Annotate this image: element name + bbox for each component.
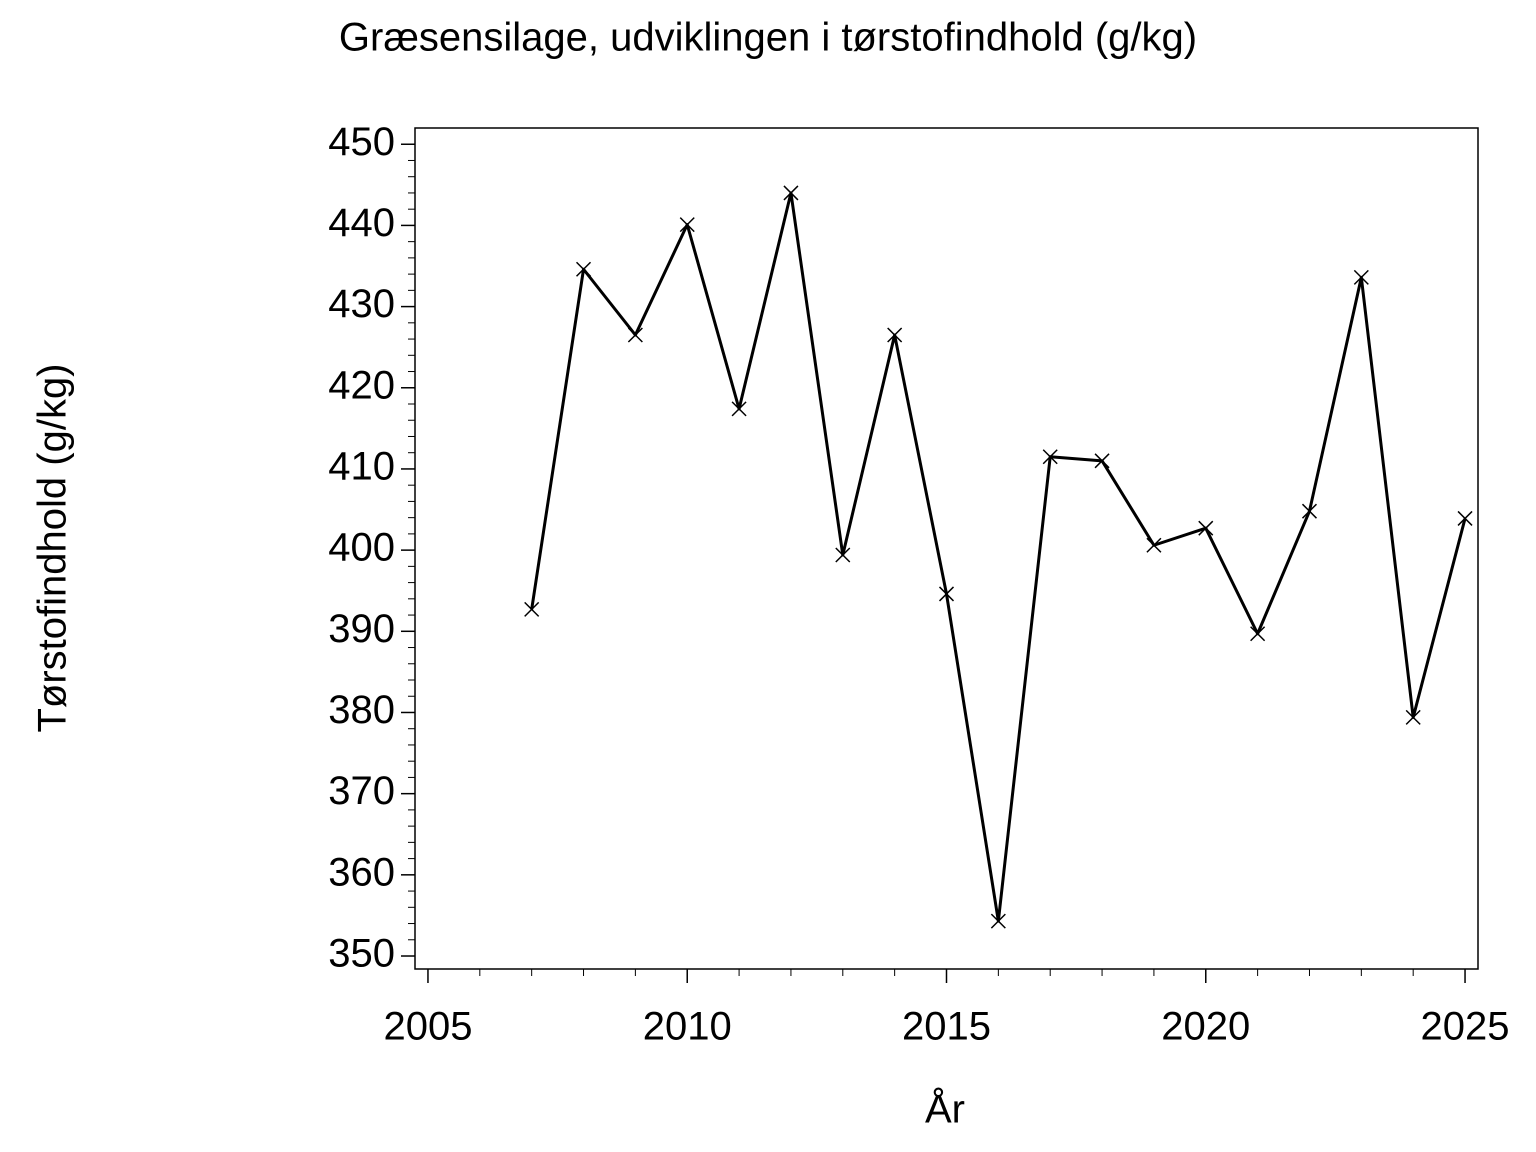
point-marker	[938, 586, 955, 602]
y-tick-label: 380	[328, 688, 395, 732]
y-axis-label: Tørstofindhold (g/kg)	[31, 363, 75, 732]
x-tick-label: 2020	[1161, 1005, 1250, 1049]
x-tick-label: 2015	[902, 1005, 991, 1049]
x-tick-label: 2010	[643, 1005, 732, 1049]
point-marker	[1094, 453, 1110, 469]
point-marker	[731, 401, 747, 417]
y-tick-label: 390	[328, 607, 395, 651]
point-marker	[575, 261, 592, 277]
point-marker	[1405, 709, 1421, 725]
point-marker	[1250, 626, 1266, 642]
point-marker	[1198, 520, 1214, 536]
x-tick-label: 2005	[383, 1005, 472, 1049]
point-marker	[990, 913, 1006, 929]
y-tick-label: 430	[328, 282, 395, 326]
point-marker	[679, 217, 695, 233]
y-tick-label: 440	[328, 201, 395, 245]
point-marker	[835, 547, 851, 563]
point-marker	[627, 327, 643, 343]
y-tick-label: 350	[328, 932, 395, 976]
point-marker	[1457, 510, 1473, 526]
chart-title: Græsensilage, udviklingen i tørstofindho…	[339, 16, 1197, 60]
point-marker	[1301, 503, 1318, 519]
point-marker	[887, 327, 903, 343]
y-tick-label: 400	[328, 526, 395, 570]
y-tick-label: 420	[328, 363, 395, 407]
point-marker	[783, 185, 799, 201]
x-axis-label: År	[925, 1087, 965, 1132]
point-marker	[1353, 269, 1369, 285]
x-tick-label: 2025	[1421, 1005, 1510, 1049]
data-line	[530, 191, 1467, 923]
y-tick-label: 370	[328, 769, 395, 813]
y-tick-label: 410	[328, 445, 395, 489]
point-marker	[524, 601, 540, 617]
y-tick-label: 450	[328, 120, 395, 164]
point-marker	[1042, 449, 1058, 465]
point-marker	[1146, 537, 1162, 553]
plot-frame	[414, 127, 1479, 970]
y-tick-label: 360	[328, 850, 395, 894]
